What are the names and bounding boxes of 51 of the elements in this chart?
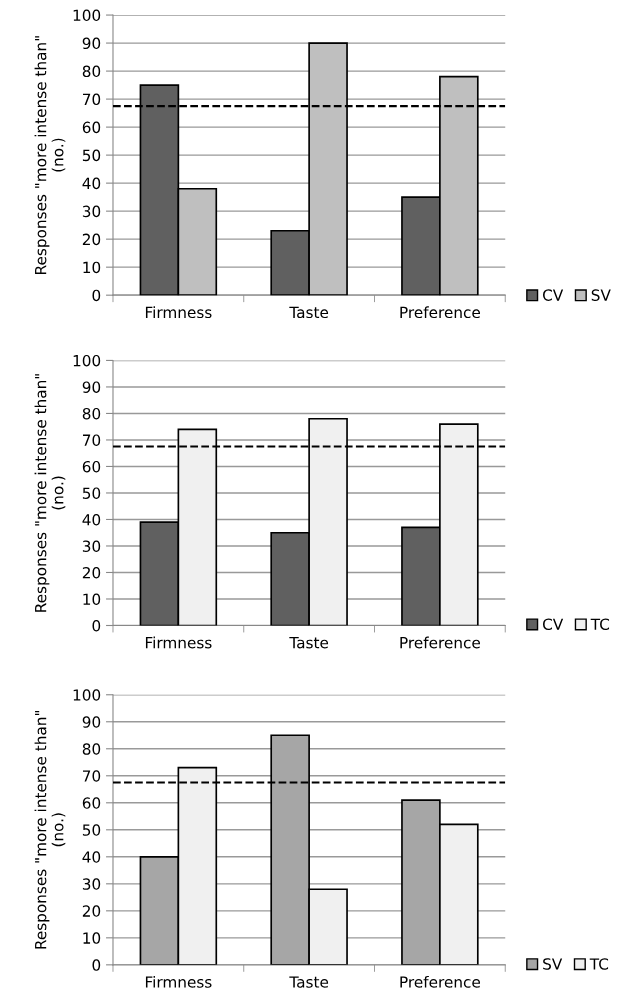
legend-label: SV xyxy=(543,958,563,970)
y-tick-label: 30 xyxy=(82,540,101,552)
y-tick-label: 40 xyxy=(82,851,101,863)
y-tick-label: 0 xyxy=(92,289,101,302)
y-tick-label: 20 xyxy=(82,905,101,917)
y-tick-label: 80 xyxy=(82,65,101,78)
y-tick-label: 100 xyxy=(73,689,101,701)
x-tick-label: Firmness xyxy=(145,306,212,319)
x-tick-label: Firmness xyxy=(145,975,212,988)
y-tick-label: 50 xyxy=(82,824,101,836)
x-tick-label: Preference xyxy=(400,975,480,988)
y-tick-label: 20 xyxy=(82,566,101,579)
y-tick-label: 40 xyxy=(82,513,101,526)
y-tick-label: 100 xyxy=(73,354,101,367)
y-tick-label: 90 xyxy=(82,37,101,50)
x-tick-label: Taste xyxy=(289,976,329,988)
y-tick-label: 70 xyxy=(83,770,101,782)
y-tick-label: 80 xyxy=(82,743,101,755)
y-tick-label: 50 xyxy=(82,149,101,162)
y-axis-title: Responses "more intense than" (no.) xyxy=(34,374,66,612)
y-tick-label: 0 xyxy=(92,619,101,632)
y-tick-label: 20 xyxy=(82,233,101,246)
y-tick-label: 100 xyxy=(73,9,101,22)
x-tick-label: Firmness xyxy=(145,636,212,649)
legend-label: CV xyxy=(542,618,564,630)
y-tick-label: 10 xyxy=(83,261,101,274)
x-tick-label: Taste xyxy=(289,637,329,649)
y-tick-label: 10 xyxy=(83,932,101,944)
legend-label: TC xyxy=(590,618,610,630)
y-tick-label: 80 xyxy=(82,407,101,420)
y-tick-label: 90 xyxy=(82,381,101,393)
y-tick-label: 60 xyxy=(82,460,101,473)
y-tick-label: 10 xyxy=(83,593,101,606)
y-tick-label: 70 xyxy=(83,434,101,446)
y-tick-label: 60 xyxy=(82,797,101,809)
y-axis-title: Responses "more intense than" (no.) xyxy=(34,710,66,949)
legend-label: TC xyxy=(589,958,609,970)
legend-label: CV xyxy=(542,289,564,301)
y-tick-label: 50 xyxy=(82,487,101,499)
y-tick-label: 90 xyxy=(82,716,101,728)
y-tick-label: 30 xyxy=(82,878,101,890)
y-tick-label: 70 xyxy=(83,93,101,106)
x-tick-label: Preference xyxy=(400,636,480,649)
y-tick-label: 60 xyxy=(82,121,101,134)
y-tick-label: 40 xyxy=(82,177,101,190)
x-tick-label: Taste xyxy=(289,306,329,319)
y-axis-title: Responses "more intense than" (no.) xyxy=(34,36,66,274)
y-tick-label: 30 xyxy=(82,205,101,218)
x-tick-label: Preference xyxy=(400,306,480,319)
legend-label: SV xyxy=(591,289,611,301)
y-tick-label: 0 xyxy=(92,959,101,971)
